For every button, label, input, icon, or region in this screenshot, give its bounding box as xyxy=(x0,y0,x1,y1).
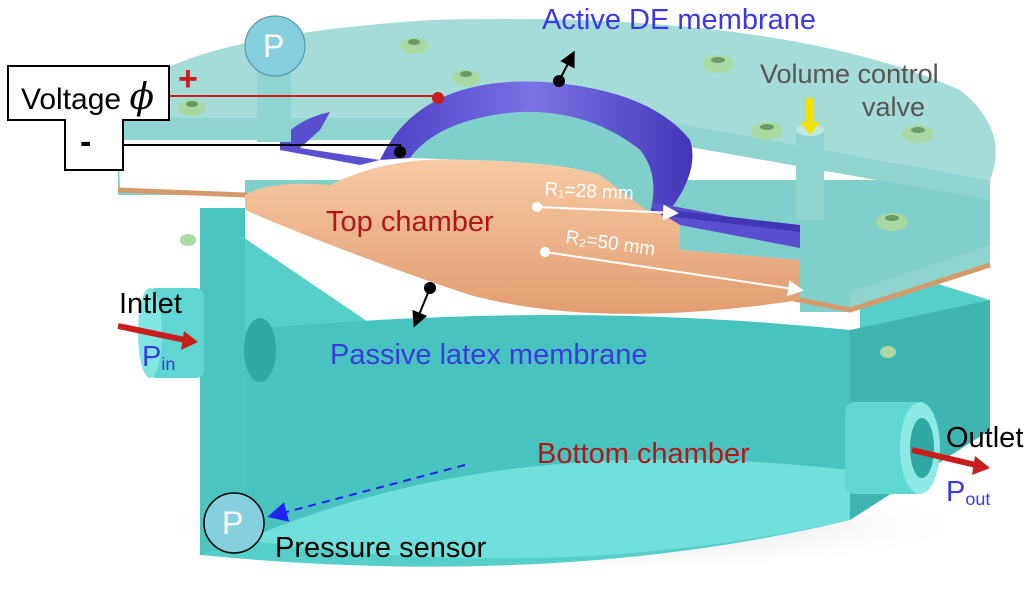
minus-sign: - xyxy=(80,123,92,161)
passive-membrane-shape xyxy=(245,159,800,314)
voltage-label: Voltage ϕ xyxy=(21,77,154,118)
bolts xyxy=(178,38,934,358)
outlet-pipe xyxy=(845,402,940,494)
inlet-hole xyxy=(244,318,276,382)
wires xyxy=(124,92,444,158)
plus-sign: + xyxy=(178,60,198,98)
p-in-main: P xyxy=(142,341,162,373)
voltage-symbol: ϕ xyxy=(129,77,154,118)
active-membrane-dome xyxy=(380,81,800,248)
voltage-box: Voltage ϕ xyxy=(7,65,170,121)
pressure-sensor-label: Pressure sensor xyxy=(275,532,487,564)
active-membrane-label: Active DE membrane xyxy=(542,4,816,36)
lid-recess xyxy=(410,111,654,213)
outlet-label: Outlet xyxy=(946,422,1024,454)
r1-label: R₁=28 mm xyxy=(543,179,635,205)
p-out-label: Pout xyxy=(946,476,991,510)
p-in-sub: in xyxy=(161,354,176,375)
pressure-sensor-icon xyxy=(203,492,265,554)
volume-valve-label-line2: valve xyxy=(862,92,926,122)
volume-valve-label-line1: Volume control xyxy=(760,59,939,89)
pointers xyxy=(117,50,990,522)
p-out-sub: out xyxy=(965,489,991,510)
top-chamber-label: Top chamber xyxy=(326,206,494,238)
lid-pressure-gauge xyxy=(244,15,306,142)
valve-post xyxy=(796,124,824,220)
left-slot xyxy=(280,112,380,165)
voltage-word: Voltage xyxy=(21,83,122,116)
passive-membrane-label: Passive latex membrane xyxy=(330,339,648,371)
p-in-label: Pin xyxy=(142,341,176,375)
minus-box xyxy=(64,119,124,171)
inlet-label: Intlet xyxy=(119,288,182,320)
gauge-letter-bottom: P xyxy=(222,505,244,541)
bottom-chamber-label: Bottom chamber xyxy=(537,438,750,470)
gauge-letter-top: P xyxy=(263,28,285,64)
p-out-main: P xyxy=(946,476,966,508)
bottom-housing xyxy=(200,208,990,567)
